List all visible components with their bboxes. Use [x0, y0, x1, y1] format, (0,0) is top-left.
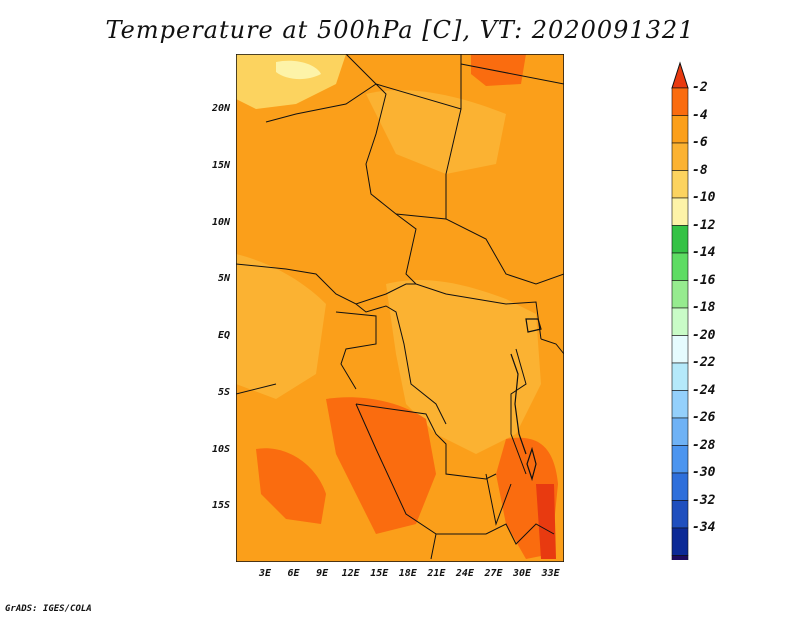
field-region-8-west — [236, 254, 326, 399]
lat-label: 5S — [217, 386, 230, 398]
colorbar — [671, 61, 689, 560]
lat-label: 10N — [211, 216, 230, 228]
colorbar-label: -2 — [692, 80, 708, 95]
lat-label: 20N — [211, 103, 230, 114]
field-region-4-southwest — [256, 448, 326, 524]
field-region-8 — [386, 279, 541, 454]
map-title: Temperature at 500hPa [C], VT: 202009132… — [105, 16, 695, 44]
lat-label: EQ — [217, 330, 230, 341]
field-region-8-north — [366, 90, 506, 174]
lat-label: 10S — [211, 443, 230, 455]
colorbar-segment — [671, 445, 689, 474]
lon-label: 3E — [258, 568, 272, 579]
colorbar-segment — [671, 500, 689, 529]
colorbar-label: -20 — [692, 327, 716, 343]
colorbar-label: -32 — [692, 492, 716, 508]
colorbar-label: -12 — [692, 217, 716, 233]
grads-credit: GrADS: IGES/COLA — [5, 604, 92, 614]
lon-label: 18E — [398, 568, 417, 579]
lon-label: 33E — [541, 568, 560, 579]
colorbar-label: -18 — [692, 300, 716, 315]
colorbar-segment — [671, 307, 689, 336]
colorbar-segment — [671, 252, 689, 281]
colorbar-segment — [671, 280, 689, 309]
colorbar-top-arrow — [671, 61, 689, 89]
colorbar-segment — [671, 472, 689, 501]
colorbar-segment — [671, 362, 689, 391]
field-region-4-north — [471, 54, 526, 86]
colorbar-label: -6 — [692, 135, 708, 150]
colorbar-segment — [671, 335, 689, 364]
colorbar-segment — [671, 115, 689, 144]
colorbar-label: -8 — [692, 162, 708, 178]
lon-label: 12E — [341, 568, 360, 579]
lat-label: 15N — [211, 159, 230, 171]
colorbar-label: -24 — [692, 382, 716, 398]
lon-label: 6E — [287, 568, 300, 579]
lon-label: 9E — [316, 568, 329, 579]
lat-label: 15S — [211, 500, 230, 512]
colorbar-segment — [671, 417, 689, 446]
lat-label: 5N — [217, 273, 230, 285]
colorbar-segment — [671, 390, 689, 419]
field-region-12 — [276, 60, 321, 80]
lon-label: 27E — [484, 568, 503, 579]
lon-label: 21E — [427, 568, 446, 579]
colorbar-segment — [671, 197, 689, 226]
temperature-map — [236, 54, 564, 562]
lon-label: 15E — [370, 568, 389, 579]
colorbar-segment — [671, 225, 689, 254]
lakes — [510, 318, 542, 482]
colorbar-segment — [671, 527, 689, 556]
lon-label: 24E — [455, 568, 474, 579]
colorbar-label: -28 — [692, 437, 716, 453]
colorbar-label: -16 — [692, 272, 716, 288]
colorbar-segment — [671, 87, 689, 116]
field-region-10 — [236, 54, 346, 109]
colorbar-label: -30 — [692, 465, 716, 480]
colorbar-segment — [671, 555, 689, 560]
colorbar-label: -22 — [692, 355, 716, 370]
field-region-2-southeast — [536, 484, 556, 559]
colorbar-label: -14 — [692, 245, 716, 260]
colorbar-segment — [671, 142, 689, 171]
colorbar-label: -26 — [692, 410, 716, 425]
field-region-4-angola — [326, 397, 436, 534]
colorbar-label: -10 — [692, 190, 716, 205]
country-borders — [236, 54, 564, 560]
colorbar-label: -4 — [692, 107, 708, 123]
lon-label: 30E — [513, 568, 532, 579]
colorbar-segment — [671, 170, 689, 199]
colorbar-label: -34 — [692, 520, 716, 535]
